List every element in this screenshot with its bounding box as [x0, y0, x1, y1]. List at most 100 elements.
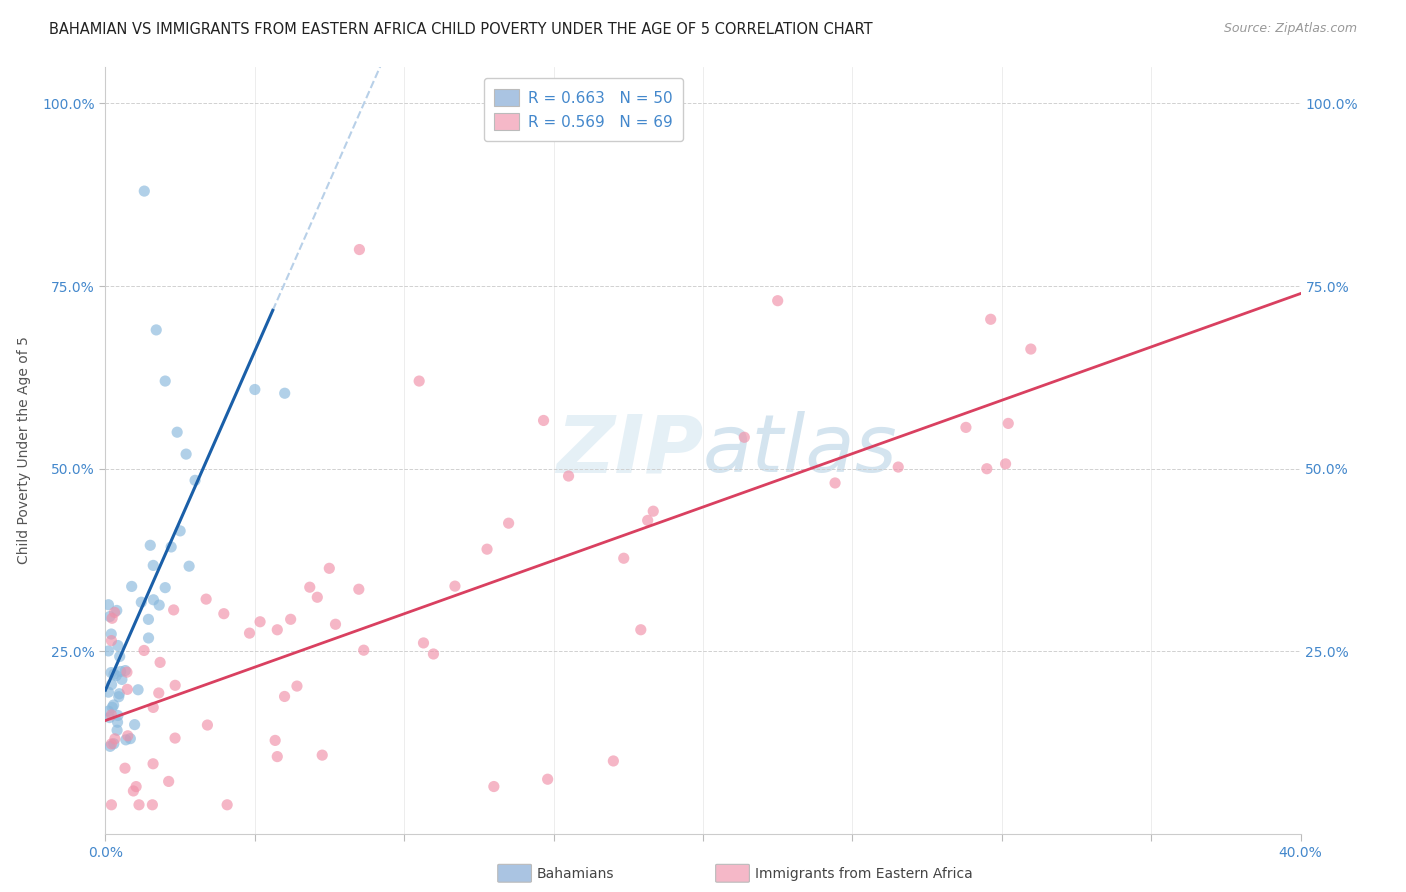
Point	[498, 516, 520, 531]
Point	[115, 665, 138, 680]
Point	[103, 606, 125, 620]
Point	[243, 383, 266, 397]
Point	[980, 312, 1002, 326]
Point	[97, 644, 120, 658]
Point	[602, 754, 624, 768]
Point	[166, 425, 188, 440]
Point	[103, 667, 125, 681]
Point	[121, 579, 143, 593]
Point	[117, 729, 139, 743]
Point	[217, 797, 239, 812]
Point	[174, 447, 197, 461]
Point	[132, 643, 155, 657]
Point	[108, 687, 131, 701]
Point	[100, 707, 122, 722]
Point	[97, 704, 120, 718]
Point	[318, 561, 340, 575]
Point	[107, 715, 129, 730]
Point	[127, 682, 149, 697]
Point	[98, 609, 121, 624]
Point	[266, 623, 288, 637]
Point	[149, 656, 172, 670]
Point	[887, 460, 910, 475]
Point	[273, 690, 295, 704]
Point	[238, 626, 260, 640]
Point	[349, 243, 371, 257]
Point	[285, 679, 308, 693]
Point	[125, 780, 148, 794]
Point	[110, 665, 132, 679]
Point	[311, 748, 333, 763]
Point	[138, 612, 160, 626]
Point	[212, 607, 235, 621]
Point	[122, 784, 145, 798]
Point	[298, 580, 321, 594]
Point	[613, 551, 636, 566]
Point	[997, 417, 1019, 431]
Y-axis label: Child Poverty Under the Age of 5: Child Poverty Under the Age of 5	[17, 336, 31, 565]
Legend: R = 0.663   N = 50, R = 0.569   N = 69: R = 0.663 N = 50, R = 0.569 N = 69	[484, 78, 683, 141]
Text: Immigrants from Eastern Africa: Immigrants from Eastern Africa	[755, 867, 973, 881]
Point	[557, 469, 579, 483]
Point	[100, 797, 122, 812]
Point	[197, 718, 219, 732]
Point	[100, 677, 122, 691]
Point	[101, 700, 124, 714]
Point	[249, 615, 271, 629]
Point	[976, 461, 998, 475]
Point	[124, 717, 146, 731]
Point	[347, 582, 370, 597]
Point	[637, 513, 659, 527]
Point	[184, 473, 207, 487]
Point	[139, 538, 162, 552]
Point	[142, 700, 165, 714]
Point	[307, 591, 329, 605]
Point	[145, 323, 167, 337]
Point	[643, 504, 665, 518]
Point	[128, 797, 150, 812]
Point	[475, 542, 498, 557]
Point	[100, 737, 122, 751]
Point	[142, 756, 165, 771]
Point	[165, 678, 187, 692]
Text: atlas: atlas	[703, 411, 898, 490]
Point	[114, 761, 136, 775]
Text: Bahamians: Bahamians	[537, 867, 614, 881]
Point	[107, 690, 129, 704]
Point	[97, 598, 120, 612]
Point	[103, 698, 125, 712]
Point	[444, 579, 467, 593]
Point	[120, 731, 142, 746]
Point	[98, 710, 121, 724]
Point	[108, 649, 131, 664]
Point	[408, 374, 430, 388]
Point	[142, 558, 165, 573]
Point	[114, 664, 136, 678]
Point	[195, 592, 218, 607]
Point	[129, 595, 153, 609]
Point	[155, 374, 177, 388]
Point	[105, 603, 128, 617]
Point	[482, 780, 505, 794]
Point	[107, 639, 129, 653]
Point	[101, 611, 124, 625]
Point	[114, 732, 136, 747]
Point	[412, 636, 434, 650]
Point	[97, 685, 120, 699]
Point	[824, 475, 846, 490]
Point	[422, 647, 444, 661]
Point	[325, 617, 347, 632]
Point	[630, 623, 652, 637]
Point	[157, 774, 180, 789]
Point	[165, 731, 187, 745]
Text: ZIP: ZIP	[555, 411, 703, 490]
Point	[100, 633, 122, 648]
Point	[100, 627, 122, 641]
Point	[733, 430, 755, 444]
Text: BAHAMIAN VS IMMIGRANTS FROM EASTERN AFRICA CHILD POVERTY UNDER THE AGE OF 5 CORR: BAHAMIAN VS IMMIGRANTS FROM EASTERN AFRI…	[49, 22, 873, 37]
Point	[117, 682, 139, 697]
Point	[148, 598, 170, 612]
Point	[169, 524, 191, 538]
Point	[138, 631, 160, 645]
Point	[955, 420, 977, 434]
